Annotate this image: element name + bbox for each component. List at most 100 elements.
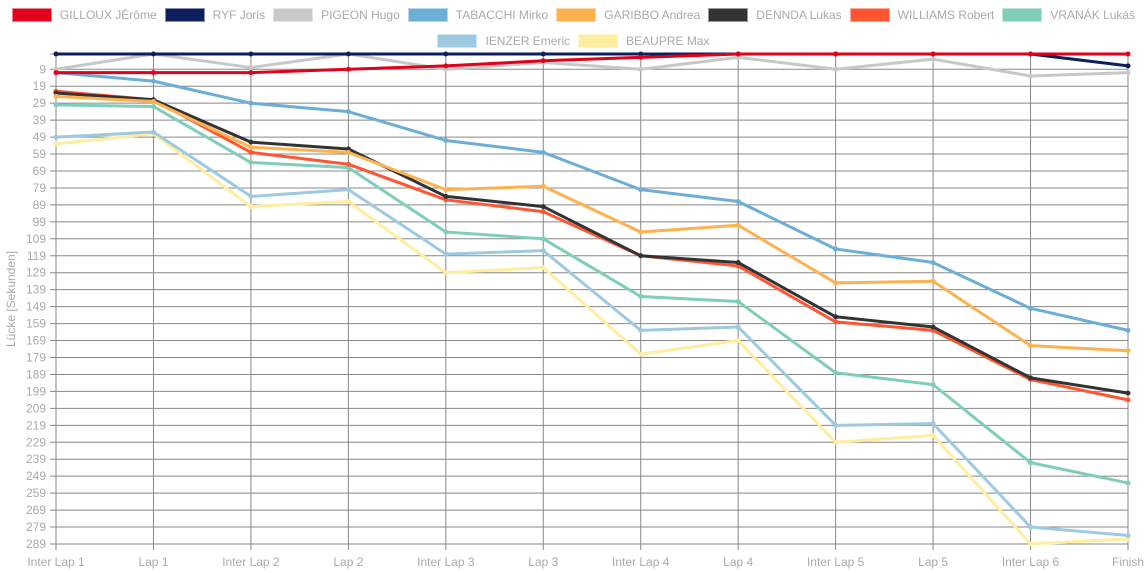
data-point xyxy=(1028,541,1034,547)
data-point xyxy=(150,104,156,110)
data-point xyxy=(1125,480,1131,486)
data-point xyxy=(443,51,449,57)
legend-swatch xyxy=(11,8,52,22)
legend-item[interactable]: VRANÁK Lukáš xyxy=(1002,6,1135,24)
legend-label: DENNDA Lukas xyxy=(756,8,842,22)
data-point xyxy=(345,66,351,72)
series-line xyxy=(55,132,1129,546)
data-point xyxy=(1028,343,1034,349)
data-point xyxy=(53,141,59,147)
data-point xyxy=(1028,305,1034,311)
y-tick-label: 239 xyxy=(26,452,46,466)
legend-item[interactable]: RYF Joris xyxy=(164,6,266,24)
series-line xyxy=(55,71,1129,332)
data-point xyxy=(150,70,156,76)
data-point xyxy=(248,193,254,199)
series-line xyxy=(56,52,1128,75)
legend-item[interactable]: GARIBBO Andrea xyxy=(556,6,700,24)
legend-item[interactable]: DENNDA Lukas xyxy=(708,6,842,24)
data-point xyxy=(833,66,839,72)
y-tick-label: 209 xyxy=(26,401,46,415)
data-point xyxy=(540,149,546,155)
data-point xyxy=(1125,397,1131,403)
y-tick-label: 59 xyxy=(33,147,47,161)
data-point xyxy=(1125,63,1131,69)
y-tick-label: 149 xyxy=(26,300,46,314)
data-point xyxy=(930,432,936,438)
data-point xyxy=(930,51,936,57)
legend-item[interactable]: TABACCHI Mirko xyxy=(407,6,549,24)
data-point xyxy=(443,229,449,235)
x-tick-label: Lap 3 xyxy=(528,555,558,569)
x-tick-label: Lap 1 xyxy=(138,555,168,569)
y-axis-label: Lücke [Sekunden] xyxy=(4,251,18,347)
data-point xyxy=(540,209,546,215)
legend-item[interactable]: GILLOUX JÉrôme xyxy=(11,6,157,24)
x-tick-label: Inter Lap 1 xyxy=(27,555,85,569)
data-point xyxy=(150,98,156,104)
data-point xyxy=(150,51,156,57)
data-point xyxy=(248,204,254,210)
data-point xyxy=(540,265,546,271)
data-point xyxy=(735,324,741,330)
data-point xyxy=(930,278,936,284)
legend-item[interactable]: BEAUPRE Max xyxy=(578,32,710,50)
data-point xyxy=(833,439,839,445)
legend-swatch xyxy=(556,8,597,22)
data-point xyxy=(345,149,351,155)
legend-label: BEAUPRE Max xyxy=(626,34,710,48)
data-point xyxy=(1125,51,1131,57)
legend-label: VRANÁK Lukáš xyxy=(1050,8,1136,22)
data-point xyxy=(248,70,254,76)
legend-label: GILLOUX JÉrôme xyxy=(59,8,157,22)
y-tick-label: 109 xyxy=(26,232,46,246)
x-tick-label: Finish xyxy=(1112,555,1144,569)
data-point xyxy=(345,187,351,193)
legend: GILLOUX JÉrôme RYF Joris PIGEON Hugo TABACC… xyxy=(0,6,1147,50)
y-tick-label: 69 xyxy=(33,164,47,178)
legend-label: RYF Joris xyxy=(212,8,266,22)
legend-label: TABACCHI Mirko xyxy=(455,8,549,22)
data-point xyxy=(833,370,839,376)
data-point xyxy=(638,351,644,357)
y-tick-label: 79 xyxy=(33,181,47,195)
y-tick-label: 159 xyxy=(26,317,46,331)
legend-item[interactable]: WILLIAMS Robert xyxy=(849,6,994,24)
y-tick-label: 19 xyxy=(33,79,47,93)
data-point xyxy=(540,58,546,64)
legend-item[interactable]: IENZER Emeric xyxy=(437,32,570,50)
legend-item[interactable]: PIGEON Hugo xyxy=(273,6,400,24)
data-point xyxy=(638,187,644,193)
data-point xyxy=(833,319,839,325)
x-tick-label: Lap 5 xyxy=(918,555,948,569)
y-tick-label: 189 xyxy=(26,367,46,381)
x-tick-label: Inter Lap 4 xyxy=(612,555,670,569)
series-line xyxy=(55,52,1129,78)
data-point xyxy=(735,260,741,266)
y-tick-label: 179 xyxy=(26,350,46,364)
legend-swatch xyxy=(273,8,314,22)
legend-swatch xyxy=(578,34,619,48)
y-tick-label: 249 xyxy=(26,469,46,483)
y-tick-label: 269 xyxy=(26,503,46,517)
data-point xyxy=(638,54,644,60)
legend-label: PIGEON Hugo xyxy=(321,8,400,22)
data-point xyxy=(248,144,254,150)
data-point xyxy=(1125,70,1131,76)
data-point xyxy=(540,248,546,254)
data-point xyxy=(1028,460,1034,466)
data-point xyxy=(833,314,839,320)
y-tick-label: 29 xyxy=(33,96,47,110)
data-point xyxy=(248,51,254,57)
legend-label: IENZER Emeric xyxy=(485,34,571,48)
legend-swatch xyxy=(437,34,478,48)
data-point xyxy=(833,246,839,252)
data-point xyxy=(150,129,156,135)
data-point xyxy=(1028,375,1034,381)
data-point xyxy=(1028,524,1034,530)
data-point xyxy=(930,421,936,427)
legend-swatch xyxy=(849,8,890,22)
data-point xyxy=(443,63,449,69)
